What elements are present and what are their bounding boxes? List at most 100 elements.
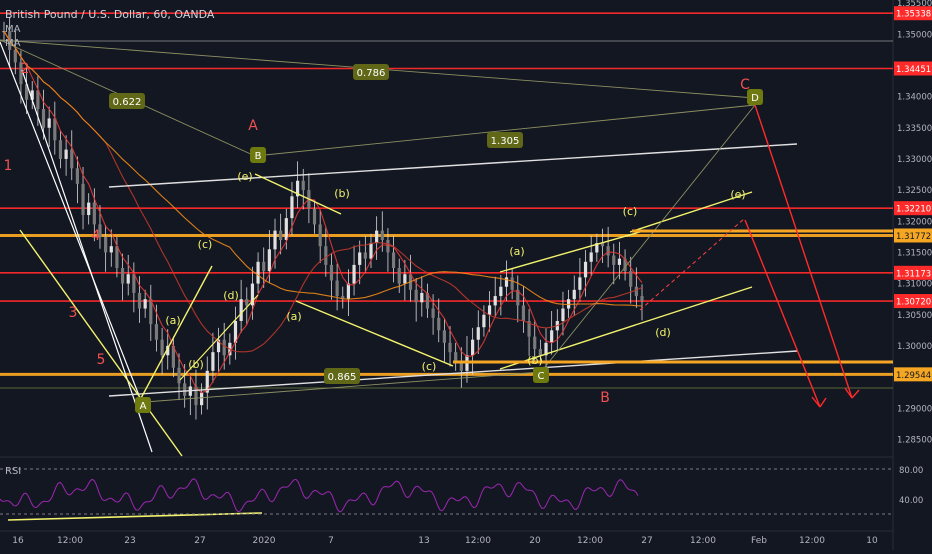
candle — [487, 291, 492, 332]
candle-body — [363, 252, 367, 259]
candle — [132, 262, 136, 313]
candle — [437, 298, 441, 343]
candle-body — [98, 224, 102, 237]
candle — [75, 156, 79, 204]
candle-body — [482, 314, 486, 328]
candle-body — [425, 292, 430, 309]
price-tag-label: 1.30720 — [896, 298, 931, 308]
y-tick-label: 1.32000 — [897, 217, 932, 227]
candle-body — [335, 280, 339, 297]
candle — [318, 210, 322, 264]
candle — [471, 327, 475, 375]
x-tick-label: 20 — [529, 536, 541, 546]
point-badge-bg — [250, 147, 266, 163]
candle-body — [606, 246, 610, 256]
candle — [115, 236, 119, 278]
candle — [600, 228, 605, 264]
candle — [544, 328, 548, 373]
candle-body — [250, 283, 255, 306]
fib-badge-label: 0.865 — [328, 372, 357, 383]
wave-count-label: 3 — [69, 305, 78, 321]
candle — [216, 327, 221, 372]
candle — [245, 287, 249, 325]
y-tick-label: 1.35500 — [897, 0, 932, 9]
rsi-divergence-line — [7, 512, 263, 521]
candle-body — [24, 84, 29, 100]
ma-indicator-label-2[interactable]: MA — [5, 38, 21, 49]
candle — [521, 286, 526, 333]
fib-line-4 — [254, 104, 756, 157]
candle — [295, 161, 300, 209]
y-tick-label: 1.34000 — [897, 93, 932, 103]
x-tick-label: 7 — [328, 536, 334, 546]
ma-indicator-label[interactable]: MA — [5, 24, 21, 35]
candle — [137, 276, 142, 323]
ma-fast-line — [3, 30, 643, 394]
candle-body — [273, 230, 277, 250]
candle-body — [81, 183, 85, 216]
candle-body — [617, 258, 622, 265]
price-tag-bg — [894, 367, 932, 382]
rsi-label[interactable]: RSI — [5, 466, 22, 477]
price-tag-bg — [894, 294, 932, 309]
yellow-line-2 — [139, 265, 213, 401]
candle-body — [64, 149, 68, 159]
chart-title: British Pound / U.S. Dollar, 60, OANDA — [5, 8, 215, 21]
candle-body — [256, 261, 260, 284]
candle-body — [431, 308, 435, 318]
projection-arrow-head-2 — [851, 389, 860, 399]
wave-label: (a) — [509, 245, 524, 258]
candle — [160, 327, 164, 375]
white-trend-line — [108, 143, 798, 188]
price-tag-label: 1.31173 — [896, 269, 931, 279]
candle — [527, 309, 531, 356]
x-tick-label: 12:00 — [690, 536, 716, 546]
point-badge: B — [250, 147, 266, 163]
fib-badge-label: 0.622 — [113, 97, 142, 108]
candle-body — [454, 352, 458, 362]
fib-badge-bg — [324, 368, 360, 384]
price-tag-label: 1.31772 — [896, 232, 931, 242]
candle-body — [120, 268, 125, 284]
candle-body — [583, 261, 588, 278]
ma-mid-line — [3, 30, 643, 353]
candle-body — [41, 109, 46, 128]
candle — [363, 235, 367, 273]
candle-body — [510, 277, 514, 290]
candle — [538, 339, 542, 365]
candle — [397, 258, 401, 293]
yellow-line-5 — [295, 300, 454, 367]
projection-arrow-head-3 — [811, 396, 821, 408]
candle — [533, 319, 537, 364]
price-tag: 1.32210 — [894, 201, 932, 216]
candle — [612, 243, 616, 285]
candle-body — [623, 258, 627, 272]
fib-badge-bg — [109, 93, 145, 109]
y-tick-label: 1.35000 — [897, 30, 932, 40]
candle-body — [245, 299, 249, 306]
candle — [550, 311, 554, 355]
candle-body — [211, 352, 215, 371]
candle-body — [403, 274, 407, 284]
wave-label: (b) — [527, 354, 543, 367]
candle-body — [391, 252, 396, 269]
candle — [53, 101, 57, 155]
wave-label: (d) — [223, 289, 239, 302]
price-tag: 1.35338 — [894, 6, 932, 21]
white-channel-line — [0, 41, 141, 399]
candle — [425, 283, 430, 318]
candle — [30, 81, 34, 110]
y-tick-label: 1.30500 — [897, 311, 932, 321]
price-tag: 1.34451 — [894, 61, 932, 76]
wave-label: (c) — [623, 205, 638, 218]
candle — [403, 259, 407, 301]
yellow-line-8 — [499, 286, 753, 370]
candle-body — [222, 339, 226, 356]
candle-body — [104, 236, 108, 253]
candle-body — [550, 330, 554, 343]
candle-body — [380, 230, 384, 240]
candle-body — [160, 339, 164, 356]
projection-arrow — [754, 104, 853, 399]
